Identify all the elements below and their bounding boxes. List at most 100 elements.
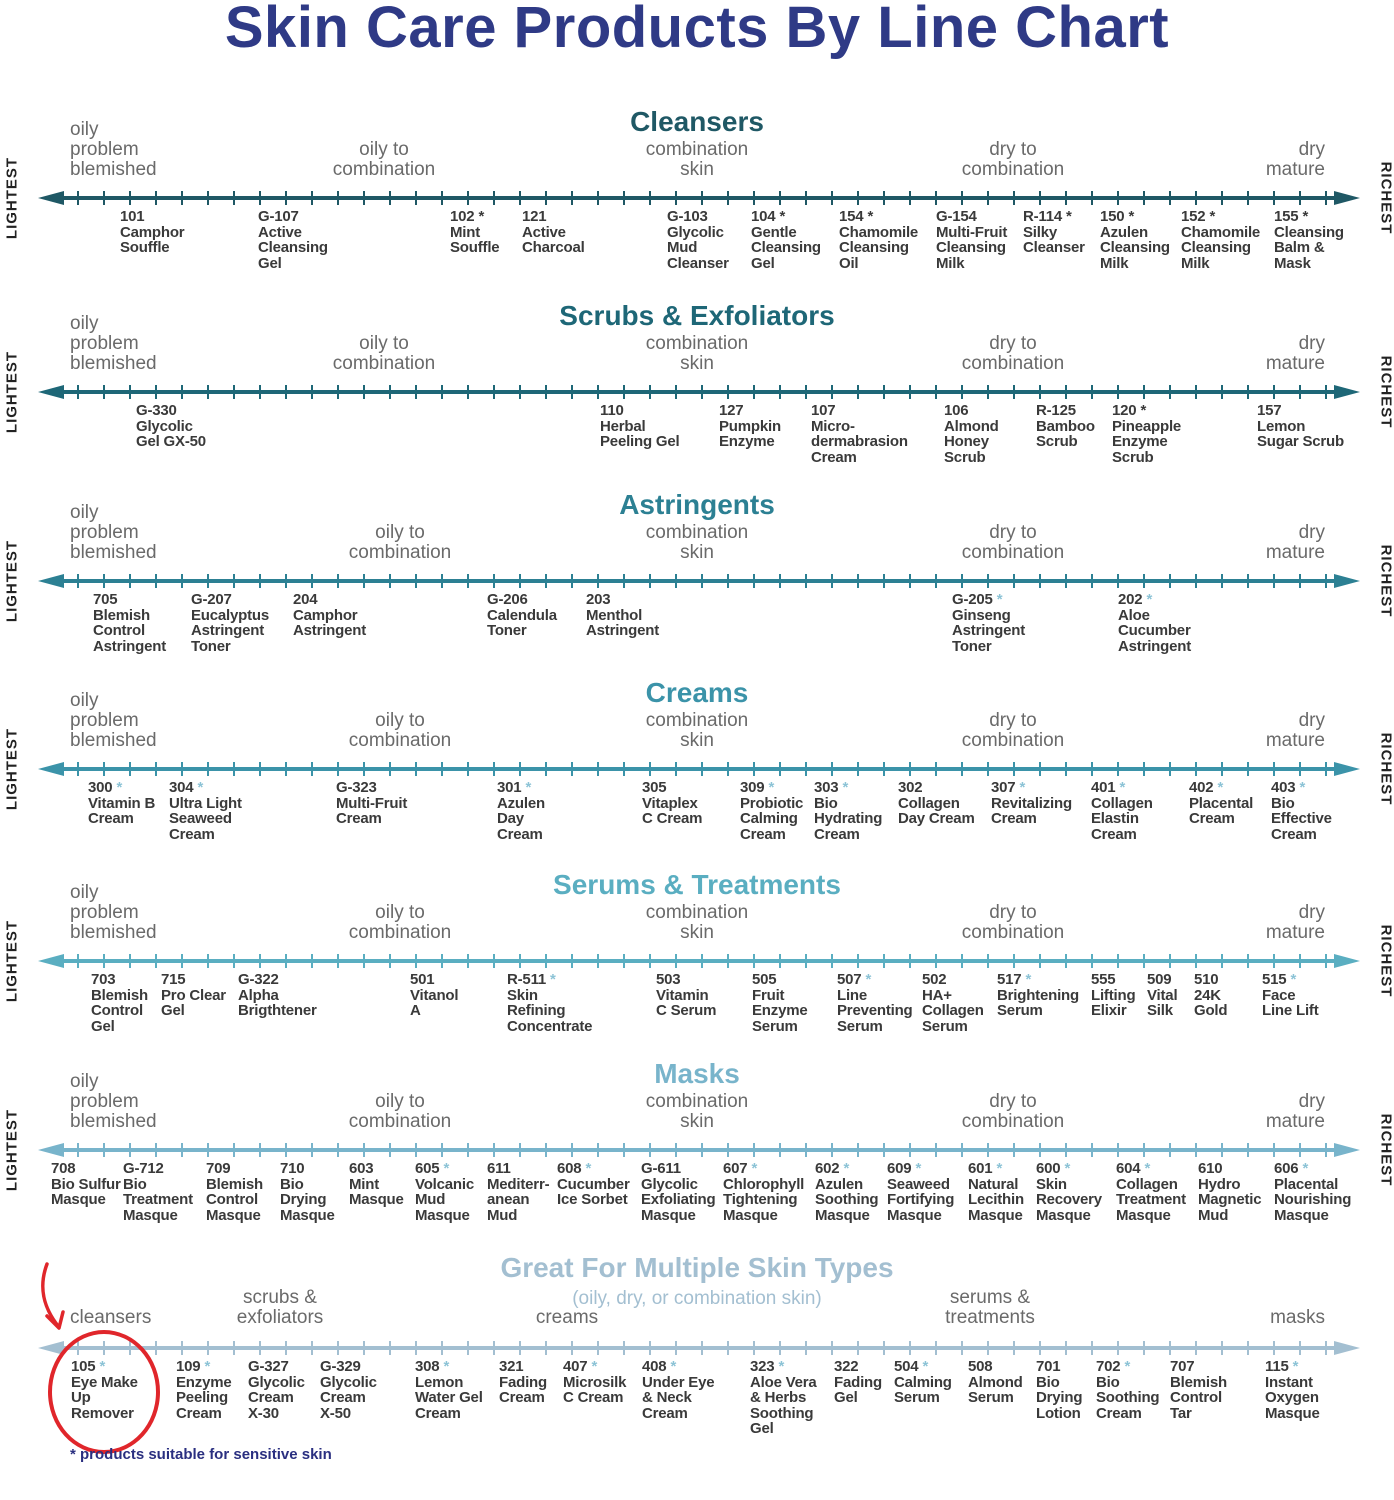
product-name: Line Preventing Serum: [837, 986, 913, 1035]
product-item: 701 Bio Drying Lotion: [1036, 1358, 1083, 1421]
product-name: Lifting Elixir: [1091, 986, 1136, 1019]
product-code: 309: [740, 779, 765, 796]
product-code: G-107: [258, 208, 299, 225]
product-item: 603 Mint Masque: [349, 1161, 404, 1208]
axis-tick: [389, 762, 391, 776]
axis-tick: [1065, 191, 1067, 205]
sensitive-marker: *: [778, 1358, 785, 1375]
axis-tick: [961, 1143, 963, 1157]
product-code: 402: [1189, 779, 1214, 796]
side-label-richest: RICHEST: [1377, 544, 1394, 618]
axis-tick: [493, 385, 495, 399]
arrow-right-icon: [1334, 574, 1360, 588]
product-code: 701: [1036, 1358, 1061, 1375]
product-item: 408 * Under Eye & Neck Cream: [642, 1359, 715, 1421]
axis-tick: [909, 1143, 911, 1157]
sensitive-marker: *: [1124, 1358, 1131, 1375]
axis-tick: [389, 574, 391, 588]
axis-tick: [545, 954, 547, 968]
axis-tick: [337, 191, 339, 205]
axis-tick: [1117, 954, 1119, 968]
axis-tick: [675, 574, 677, 588]
axis-tick: [285, 191, 287, 205]
product-name: Glycolic Exfoliating Masque: [641, 1175, 716, 1224]
axis-tick: [1247, 191, 1249, 205]
axis-tick: [1013, 385, 1015, 399]
product-name: Bio Sulfur Masque: [51, 1175, 121, 1208]
axis-tick: [1247, 762, 1249, 776]
axis-tick: [1299, 1341, 1301, 1355]
axis-tick: [1039, 191, 1041, 205]
product-item: 602 * Azulen Soothing Masque: [815, 1161, 879, 1223]
product-name: Bio Hydrating Cream: [814, 794, 883, 843]
axis-tick: [571, 954, 573, 968]
product-name: Collagen Treatment Masque: [1116, 1175, 1186, 1224]
section-title: Serums & Treatments: [553, 869, 841, 900]
axis-tick: [363, 1341, 365, 1355]
product-item: 402 * Placental Cream: [1189, 780, 1253, 827]
axis-tick: [883, 762, 885, 776]
label-oily: oily problem blemished: [70, 690, 157, 751]
product-name: Vitaplex C Cream: [642, 794, 703, 827]
axis-tick: [207, 385, 209, 399]
arrow-left-icon: [38, 954, 64, 968]
axis-tick: [1117, 191, 1119, 205]
product-name: Collagen Elastin Cream: [1091, 794, 1153, 843]
product-name: Calming Serum: [894, 1373, 952, 1406]
axis-line: [38, 385, 1360, 399]
axis-tick: [597, 385, 599, 399]
product-code: 152: [1181, 208, 1206, 225]
product-name: Azulen Cleansing Milk: [1100, 223, 1170, 272]
product-item: G-154 Multi-Fruit Cleansing Milk: [936, 209, 1007, 271]
axis-tick: [623, 1143, 625, 1157]
product-item: R-114 * Silky Cleanser: [1023, 209, 1085, 256]
axis-tick: [1247, 954, 1249, 968]
axis-tick: [831, 762, 833, 776]
axis-bar: [48, 959, 1350, 963]
axis-tick: [597, 1143, 599, 1157]
axis-tick: [987, 574, 989, 588]
axis-tick: [701, 574, 703, 588]
section-serums-treatments: Serums & Treatments oily problem blemishe…: [0, 861, 1394, 1061]
side-label-lightest: LIGHTEST: [3, 727, 21, 811]
axis-tick: [545, 762, 547, 776]
axis-tick: [909, 1341, 911, 1355]
axis-tick: [727, 574, 729, 588]
side-label-lightest: LIGHTEST: [3, 539, 21, 623]
side-label-lightest: LIGHTEST: [3, 156, 21, 240]
product-item: 304 * Ultra Light Seaweed Cream: [169, 780, 242, 842]
product-item: 555 Lifting Elixir: [1091, 972, 1136, 1019]
axis-tick: [1065, 1341, 1067, 1355]
product-name: 24K Gold: [1194, 986, 1228, 1019]
product-name: Ginseng Astringent Toner: [952, 606, 1026, 655]
product-name: Herbal Peeling Gel: [600, 417, 680, 450]
axis-tick: [909, 954, 911, 968]
axis-tick: [1273, 385, 1275, 399]
product-code: 606: [1274, 1160, 1299, 1177]
product-item: 709 Blemish Control Masque: [206, 1161, 263, 1223]
product-code: 120: [1112, 402, 1137, 419]
axis-tick: [883, 574, 885, 588]
axis-tick: [1117, 762, 1119, 776]
axis-tick: [493, 1341, 495, 1355]
axis-tick: [883, 1341, 885, 1355]
axis-tick: [129, 191, 131, 205]
product-item: 150 * Azulen Cleansing Milk: [1100, 209, 1170, 271]
axis-tick: [1143, 1341, 1145, 1355]
axis-tick: [1065, 954, 1067, 968]
label-dry: dry mature: [1265, 902, 1325, 943]
arrow-left-icon: [38, 574, 64, 588]
label-dry: dry mature: [1265, 139, 1325, 180]
product-code: G-712: [123, 1160, 164, 1177]
axis-tick: [1221, 191, 1223, 205]
axis-tick: [77, 1143, 79, 1157]
axis-tick: [987, 191, 989, 205]
sensitive-marker: *: [1299, 779, 1306, 796]
axis-tick: [961, 762, 963, 776]
product-name: Active Charcoal: [522, 223, 585, 256]
axis-tick: [1247, 1143, 1249, 1157]
axis-tick: [727, 954, 729, 968]
sensitive-marker: *: [585, 1160, 592, 1177]
axis-tick: [415, 1143, 417, 1157]
arrow-right-icon: [1334, 1143, 1360, 1157]
